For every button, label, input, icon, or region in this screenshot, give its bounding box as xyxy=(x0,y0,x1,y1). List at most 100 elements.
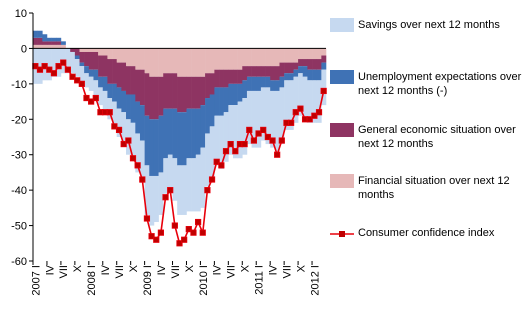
line-marker xyxy=(255,130,262,137)
bar-segment xyxy=(302,76,308,120)
line-marker xyxy=(264,133,271,141)
line-marker xyxy=(250,137,258,144)
bar-segment xyxy=(112,101,118,127)
bar-segment xyxy=(158,48,164,77)
bar-segment xyxy=(84,51,90,67)
bar-segment xyxy=(181,76,187,113)
bar-segment xyxy=(260,48,266,67)
bar-segment xyxy=(33,44,38,49)
bar-segment xyxy=(214,115,220,166)
bar-segment xyxy=(181,48,187,77)
bar-segment xyxy=(270,66,276,81)
line-marker xyxy=(134,162,141,169)
bar-segment xyxy=(116,87,122,109)
bar-segment xyxy=(195,76,201,109)
bar-segment xyxy=(312,48,317,60)
bar-segment xyxy=(112,59,118,84)
bar-segment xyxy=(116,48,122,63)
line-marker xyxy=(315,109,323,116)
bar-segment xyxy=(316,48,322,60)
bar-segment xyxy=(214,87,220,116)
bar-segment xyxy=(312,59,317,70)
bar-segment xyxy=(60,41,66,45)
x-tick-label: 2007 I xyxy=(30,265,42,296)
bar-segment xyxy=(93,48,99,52)
bar-segment xyxy=(223,87,229,113)
bar-segment xyxy=(279,87,285,145)
bar-segment xyxy=(242,80,248,99)
bar-segment xyxy=(284,73,290,81)
y-tick-label: -30 xyxy=(11,150,27,162)
bar-segment xyxy=(205,73,211,99)
bar-segment xyxy=(195,48,201,77)
line-marker xyxy=(143,215,151,222)
x-tick-label: X xyxy=(184,264,196,272)
bar-segment xyxy=(130,48,136,67)
line-marker xyxy=(292,109,299,116)
line-marker xyxy=(60,59,67,66)
bar-segment xyxy=(270,80,276,91)
bar-segment xyxy=(209,94,215,127)
line-marker xyxy=(83,94,90,102)
bar-segment xyxy=(237,101,243,159)
line-marker xyxy=(171,222,178,229)
bar-segment xyxy=(112,48,118,60)
bar-segment xyxy=(265,48,271,67)
line-marker xyxy=(129,155,137,162)
line-marker xyxy=(50,70,58,77)
bar-segment xyxy=(284,48,290,63)
bar-segment xyxy=(298,59,304,67)
x-tick-label: 2012 I xyxy=(309,265,321,296)
line-marker xyxy=(274,151,281,158)
bar-segment xyxy=(107,48,113,60)
bar-segment xyxy=(205,48,211,74)
x-tick-label: 2010 I xyxy=(198,265,210,296)
bar-segment xyxy=(214,48,220,70)
bar-segment xyxy=(186,158,192,212)
bar-segment xyxy=(219,69,224,88)
bar-segment xyxy=(228,83,234,106)
bar-segment xyxy=(288,62,294,74)
bar-segment xyxy=(191,158,197,212)
bar-segment xyxy=(177,165,183,215)
bar-segment xyxy=(33,37,38,45)
bar-segment xyxy=(209,48,215,74)
bar-segment xyxy=(46,44,52,49)
bar-segment xyxy=(237,48,243,70)
bar-segment xyxy=(126,119,131,155)
line-marker xyxy=(176,240,183,247)
bar-segment xyxy=(237,69,243,84)
bar-segment xyxy=(223,69,229,88)
bar-segment xyxy=(153,48,159,77)
bar-segment xyxy=(288,80,294,130)
bar-segment xyxy=(274,48,280,67)
x-tick-label: X xyxy=(240,264,252,272)
bar-segment xyxy=(307,59,313,70)
bar-segment xyxy=(265,87,271,145)
bar-segment xyxy=(298,48,304,60)
bar-segment xyxy=(60,44,66,49)
bar-segment xyxy=(293,62,299,70)
line-marker xyxy=(162,194,169,201)
bar-segment xyxy=(246,48,252,67)
line-marker xyxy=(227,140,234,148)
bar-segment xyxy=(321,69,327,106)
bar-segment xyxy=(274,80,280,91)
line-marker xyxy=(269,137,276,144)
line-marker xyxy=(148,233,155,240)
bar-segment xyxy=(246,76,252,91)
line-marker xyxy=(125,137,132,144)
bar-segment xyxy=(200,76,206,106)
bar-segment xyxy=(228,48,234,70)
bar-segment xyxy=(228,105,234,155)
bar-segment xyxy=(307,69,313,81)
x-tick-label: VII xyxy=(281,265,293,278)
x-tick-label: IV xyxy=(212,264,224,275)
bar-segment xyxy=(219,48,224,70)
bar-segment xyxy=(93,51,99,70)
bar-segment xyxy=(172,73,178,109)
x-tick-label: IV xyxy=(156,264,168,275)
bar-segment xyxy=(135,48,141,70)
line-marker xyxy=(92,94,99,102)
